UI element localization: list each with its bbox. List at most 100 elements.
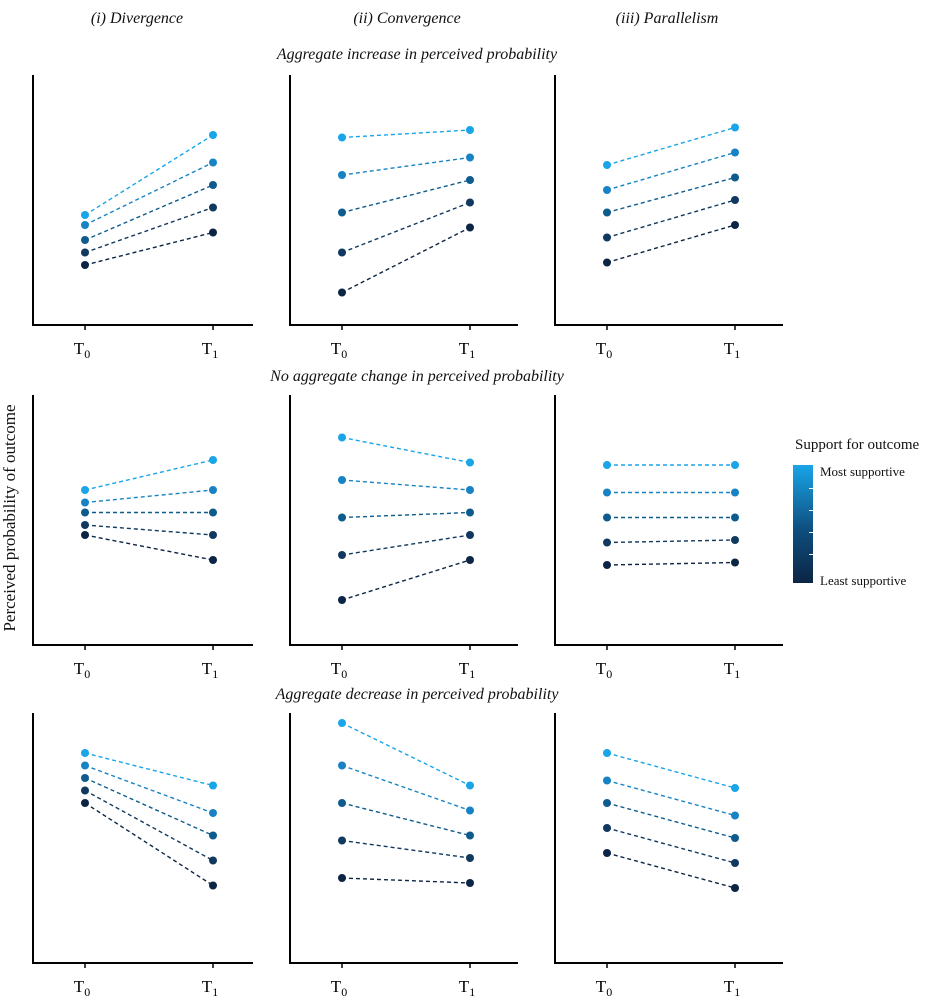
x-tick-label: T0 <box>331 339 347 361</box>
series-line <box>84 752 214 787</box>
series-line <box>84 789 214 862</box>
data-point-t1 <box>209 881 217 890</box>
data-point-t1 <box>466 153 474 162</box>
data-point-t1 <box>209 158 217 167</box>
x-tick-label: T1 <box>724 659 740 681</box>
series-line <box>84 489 214 504</box>
data-point-t1 <box>209 531 217 539</box>
data-point-t1 <box>466 854 474 862</box>
data-point-t1 <box>466 531 474 539</box>
data-point-t0 <box>603 799 611 807</box>
x-tick-label: T1 <box>202 339 218 361</box>
series-line <box>341 722 471 787</box>
data-point-t1 <box>209 556 217 564</box>
data-point-t0 <box>81 236 89 244</box>
data-point-t0 <box>81 508 89 517</box>
data-point-t1 <box>731 513 739 522</box>
data-point-t0 <box>603 561 611 569</box>
data-point-t1 <box>731 811 739 820</box>
series-line <box>606 827 736 864</box>
data-point-t1 <box>209 508 217 517</box>
series-line <box>341 201 471 254</box>
series-line <box>84 184 214 241</box>
data-point-t0 <box>603 776 611 785</box>
data-point-t0 <box>603 824 611 832</box>
data-point-t0 <box>338 836 346 845</box>
row-title-increase: Aggregate increase in perceived probabil… <box>276 46 558 63</box>
data-point-t0 <box>81 521 89 529</box>
series-line <box>84 134 214 216</box>
series-line <box>606 224 736 264</box>
series-line <box>341 534 471 556</box>
series-line <box>84 534 214 561</box>
data-point-t0 <box>338 799 346 807</box>
x-tick-label: T0 <box>596 977 612 999</box>
series-line <box>606 151 736 191</box>
x-tick-label: T1 <box>202 659 218 681</box>
data-point-t0 <box>338 248 346 257</box>
column-title-convergence: (ii) Convergence <box>353 10 461 27</box>
x-tick-label: T0 <box>331 977 347 999</box>
series-line <box>84 802 214 887</box>
series-line <box>341 226 471 294</box>
data-point-t1 <box>731 536 739 544</box>
legend-label-least: Least supportive <box>820 573 907 588</box>
legend-tick <box>809 532 813 533</box>
x-tick-label: T0 <box>596 339 612 361</box>
series-line <box>606 852 736 889</box>
data-point-t0 <box>603 233 611 242</box>
data-point-t1 <box>731 148 739 157</box>
series-line <box>84 764 214 814</box>
data-point-t1 <box>209 809 217 817</box>
series-line <box>341 436 471 464</box>
x-tick-label: T0 <box>596 659 612 681</box>
data-point-t1 <box>209 228 217 237</box>
series-line <box>84 777 214 837</box>
data-point-t0 <box>603 849 611 857</box>
legend-colorbar <box>793 465 813 583</box>
data-point-t0 <box>338 433 346 442</box>
data-point-t0 <box>603 161 611 169</box>
data-point-t0 <box>81 261 89 269</box>
data-point-t0 <box>338 208 346 217</box>
column-title-divergence: (i) Divergence <box>90 10 184 27</box>
column-title-parallelism: (iii) Parallelism <box>615 10 719 27</box>
data-point-t0 <box>81 248 89 257</box>
data-point-t0 <box>338 719 346 727</box>
x-tick-label: T0 <box>74 977 90 999</box>
data-point-t1 <box>466 486 474 494</box>
row-title-decrease: Aggregate decrease in perceived probabil… <box>275 686 559 703</box>
legend-tick <box>809 510 813 511</box>
data-point-t1 <box>731 558 739 567</box>
series-line <box>606 802 736 839</box>
data-point-t1 <box>209 856 217 865</box>
series-line <box>341 479 471 491</box>
data-point-t1 <box>731 196 739 204</box>
data-point-t0 <box>338 133 346 142</box>
data-point-t1 <box>466 126 474 134</box>
data-point-t1 <box>209 181 217 189</box>
data-point-t1 <box>209 486 217 494</box>
series-line <box>606 539 736 544</box>
data-point-t0 <box>338 171 346 179</box>
data-point-t0 <box>81 221 89 229</box>
data-point-t0 <box>81 498 89 507</box>
series-line <box>84 524 214 536</box>
series-line <box>341 802 471 837</box>
series-line <box>341 179 471 214</box>
data-point-t0 <box>338 761 346 770</box>
series-line <box>341 559 471 601</box>
series-line <box>606 779 736 817</box>
x-tick-label: T1 <box>459 339 475 361</box>
data-point-t1 <box>209 131 217 139</box>
x-tick-label: T1 <box>202 977 218 999</box>
data-point-t0 <box>603 208 611 217</box>
data-point-t1 <box>731 488 739 497</box>
x-tick-label: T0 <box>74 659 90 681</box>
data-point-t1 <box>731 834 739 842</box>
series-line <box>84 206 214 254</box>
series-line <box>341 511 471 519</box>
data-point-t0 <box>338 513 346 522</box>
